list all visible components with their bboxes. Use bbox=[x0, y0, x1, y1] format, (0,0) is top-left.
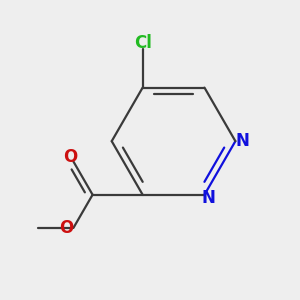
Text: N: N bbox=[236, 132, 250, 150]
Text: N: N bbox=[201, 189, 215, 207]
Text: O: O bbox=[59, 219, 73, 237]
Text: O: O bbox=[63, 148, 78, 166]
Text: Cl: Cl bbox=[134, 34, 152, 52]
